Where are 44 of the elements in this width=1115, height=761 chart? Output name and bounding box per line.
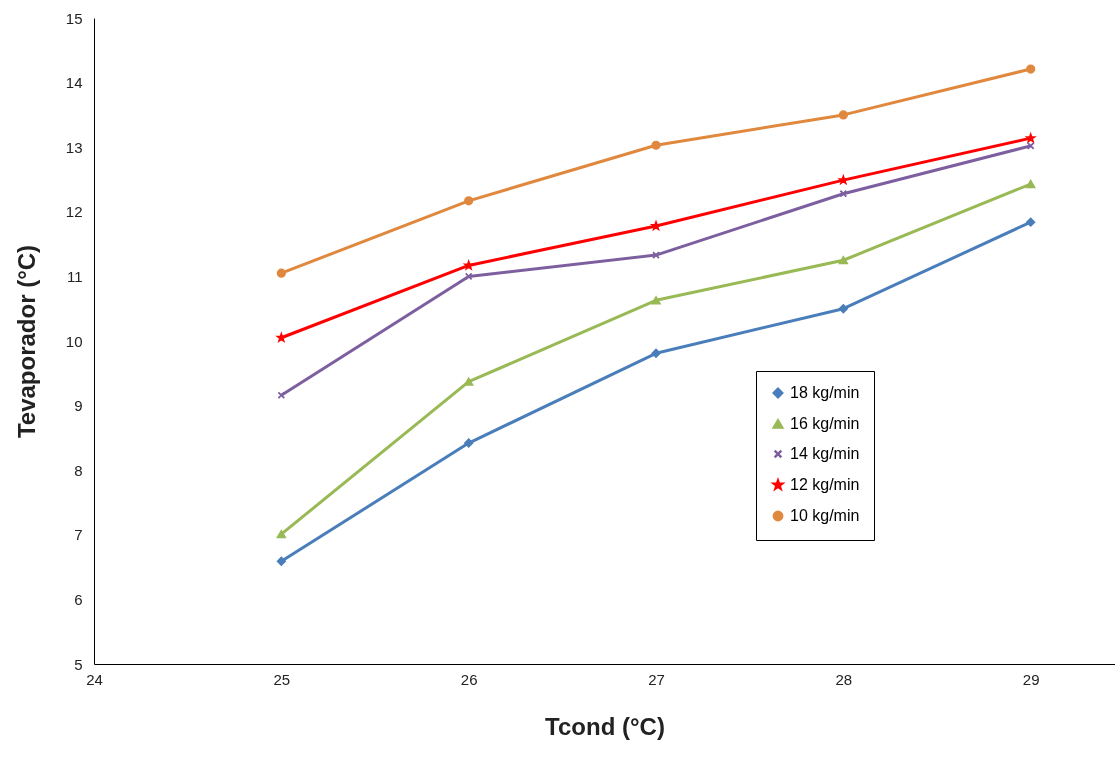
- y-tick-label: 12: [65, 203, 83, 221]
- point: [838, 175, 848, 185]
- y-tick-label: 13: [65, 138, 83, 156]
- point: [651, 348, 661, 358]
- x-tick-label: 27: [648, 670, 665, 688]
- legend-label: 12 kg/min: [790, 476, 860, 493]
- point: [651, 140, 661, 150]
- y-tick-label: 15: [65, 9, 83, 27]
- point: [1026, 179, 1036, 189]
- point: [464, 438, 474, 448]
- point: [464, 377, 474, 386]
- y-tick-label: 11: [66, 267, 83, 285]
- x-tick-label: 26: [460, 670, 478, 688]
- point: [276, 268, 286, 278]
- point: [464, 272, 473, 281]
- y-tick-label: 14: [65, 74, 83, 92]
- point: [652, 251, 660, 259]
- point: [276, 556, 286, 566]
- x-tick-label: 29: [1022, 670, 1040, 688]
- point: [651, 296, 661, 305]
- y-tick-label: 8: [74, 461, 83, 479]
- legend-label: 16 kg/min: [790, 415, 860, 432]
- point: [276, 530, 286, 539]
- x-axis-title: Tcond (°C): [545, 712, 665, 740]
- point: [1026, 217, 1036, 227]
- y-tick-label: 9: [74, 397, 83, 415]
- x-tick-label: 24: [86, 670, 103, 688]
- x-tick-label: 28: [835, 670, 853, 688]
- legend-label: 18 kg/min: [790, 384, 860, 401]
- legend-label: 10 kg/min: [790, 507, 860, 524]
- point: [838, 110, 848, 120]
- x-tick-label: 25: [273, 670, 291, 688]
- point: [464, 196, 474, 206]
- point: [277, 391, 286, 400]
- y-tick-label: 5: [74, 655, 83, 673]
- y-axis-title: Tevaporador (°C): [12, 244, 40, 439]
- y-tick-label: 7: [74, 526, 83, 544]
- point: [1026, 142, 1035, 150]
- point: [838, 256, 848, 265]
- point: [1026, 64, 1036, 74]
- legend-label: 14 kg/min: [790, 445, 860, 462]
- y-tick-label: 6: [74, 590, 83, 608]
- point: [838, 304, 848, 314]
- y-tick-label: 10: [65, 332, 83, 350]
